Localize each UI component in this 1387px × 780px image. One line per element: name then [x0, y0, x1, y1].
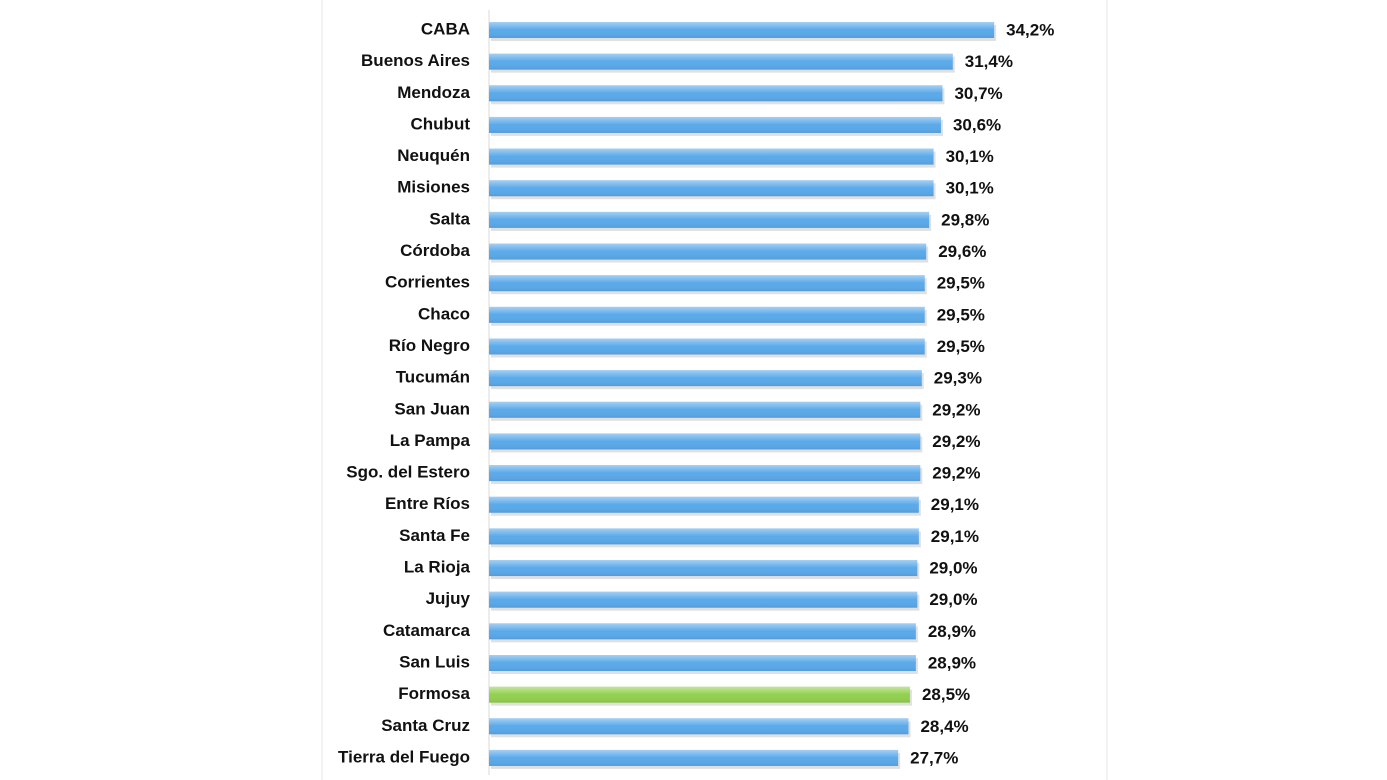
bar-sheen — [489, 528, 919, 545]
value-label: 29,6% — [938, 242, 986, 261]
bar-sheen — [489, 275, 925, 292]
bar-sheen — [489, 718, 909, 735]
bar-sheen — [489, 496, 919, 513]
value-label: 27,7% — [910, 748, 958, 767]
value-label: 29,2% — [932, 432, 980, 451]
category-label: Misiones — [397, 178, 470, 197]
bar-sheen — [489, 465, 921, 482]
category-label: Mendoza — [397, 83, 470, 102]
value-label: 29,0% — [929, 590, 977, 609]
category-label: Santa Cruz — [381, 716, 470, 735]
value-label: 29,2% — [932, 400, 980, 419]
category-label: Entre Ríos — [385, 494, 470, 513]
value-label: 29,8% — [941, 210, 989, 229]
value-label: 29,1% — [931, 495, 979, 514]
category-label: Neuquén — [397, 146, 470, 165]
value-label: 29,0% — [929, 559, 977, 578]
bar-sheen — [489, 655, 916, 671]
bar-sheen — [489, 211, 930, 228]
bar-sheen — [489, 148, 934, 165]
category-label: Corrientes — [385, 273, 470, 292]
category-label: Córdoba — [400, 241, 470, 260]
value-label: 29,5% — [937, 274, 985, 293]
category-label: Chubut — [411, 114, 471, 133]
category-label: Catamarca — [383, 621, 470, 640]
value-label: 31,4% — [965, 52, 1013, 71]
category-label: San Luis — [399, 652, 470, 671]
bar-sheen — [489, 243, 927, 260]
bar-sheen — [489, 401, 921, 418]
bar-sheen — [489, 53, 953, 70]
category-label: La Rioja — [404, 558, 471, 577]
category-label: Salta — [429, 209, 470, 228]
bar-sheen — [489, 116, 941, 133]
bar-sheen — [489, 370, 922, 387]
bar-sheen — [489, 560, 918, 577]
value-label: 29,5% — [937, 337, 985, 356]
value-label: 29,1% — [931, 527, 979, 546]
value-label: 30,1% — [946, 147, 994, 166]
category-label: Santa Fe — [399, 526, 470, 545]
bar-sheen — [489, 749, 899, 766]
value-label: 30,7% — [954, 84, 1002, 103]
category-label: CABA — [421, 19, 470, 38]
category-label: Chaco — [418, 304, 470, 323]
value-label: 28,9% — [928, 653, 976, 672]
value-label: 28,5% — [922, 685, 970, 704]
category-label: San Juan — [394, 399, 470, 418]
category-label: La Pampa — [390, 431, 471, 450]
category-label: Río Negro — [389, 336, 470, 355]
bar-sheen — [489, 85, 943, 102]
category-label: Jujuy — [426, 589, 471, 608]
bar-sheen — [489, 22, 995, 38]
bar-sheen — [489, 686, 910, 703]
bar-sheen — [489, 306, 925, 323]
bar-sheen — [489, 180, 934, 197]
value-label: 34,2% — [1006, 20, 1054, 39]
bar-sheen — [489, 623, 916, 640]
category-label: Tucumán — [396, 368, 470, 387]
category-label: Sgo. del Estero — [346, 463, 470, 482]
value-label: 30,1% — [946, 179, 994, 198]
category-label: Tierra del Fuego — [338, 747, 470, 766]
value-label: 28,4% — [920, 717, 968, 736]
category-label: Formosa — [398, 684, 470, 703]
value-label: 29,5% — [937, 305, 985, 324]
bar-sheen — [489, 433, 921, 450]
bar-sheen — [489, 591, 918, 608]
value-label: 29,3% — [934, 369, 982, 388]
category-label: Buenos Aires — [361, 51, 470, 70]
value-label: 28,9% — [928, 622, 976, 641]
bar-sheen — [489, 338, 925, 355]
value-label: 29,2% — [932, 464, 980, 483]
value-label: 30,6% — [953, 115, 1001, 134]
